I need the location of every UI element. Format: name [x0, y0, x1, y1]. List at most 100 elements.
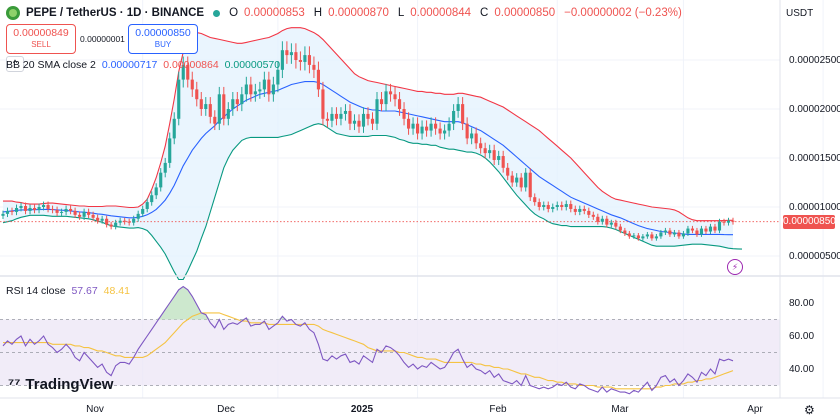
- change-value: −0.00000002 (−0.23%): [564, 7, 682, 19]
- candle-body: [249, 84, 253, 95]
- candle-body: [262, 79, 266, 90]
- candle-body: [136, 213, 140, 219]
- candle-body: [677, 232, 681, 237]
- candle-body: [406, 118, 411, 129]
- x-tick-label: Feb: [489, 404, 507, 415]
- candle-body: [560, 205, 564, 207]
- tradingview-logo[interactable]: ⁷⁷ TradingView: [8, 376, 113, 393]
- candle-body: [235, 99, 239, 105]
- trade-panel: 0.00000849 SELL 0.00000001 0.00000850 BU…: [6, 24, 198, 54]
- x-tick-label: Dec: [217, 404, 235, 415]
- candle-body: [533, 197, 537, 203]
- candle-body: [596, 216, 600, 222]
- candle-body: [190, 79, 194, 90]
- candle-body: [172, 118, 176, 139]
- x-tick-label: Apr: [747, 404, 763, 415]
- rsi-ma-line: [3, 312, 734, 390]
- high-value: 0.00000870: [328, 7, 389, 19]
- candle-body: [294, 52, 298, 60]
- candle-body: [316, 69, 320, 90]
- candle-body: [1, 213, 5, 216]
- candle-body: [37, 207, 41, 210]
- candle-body: [537, 202, 541, 207]
- low-value: 0.00000844: [410, 7, 472, 19]
- candle-body: [78, 214, 82, 217]
- candle-body: [654, 236, 658, 239]
- candle-body: [32, 207, 37, 210]
- bb-legend-text: BB 20 SMA close 2 0.00000717 0.00000864 …: [6, 59, 280, 71]
- settings-gear-icon[interactable]: ⚙: [804, 403, 815, 417]
- price-tick-label: 0.00002500: [789, 55, 840, 66]
- candle-body: [271, 84, 275, 95]
- candle-body: [569, 204, 573, 209]
- candle-body: [474, 133, 478, 144]
- candle-body: [641, 236, 645, 239]
- candle-body: [82, 211, 86, 217]
- candle-body: [348, 110, 352, 124]
- market-status-icon: [213, 9, 221, 17]
- candle-body: [573, 208, 577, 212]
- candle-body: [456, 104, 460, 111]
- candle-body: [510, 175, 514, 183]
- candle-body: [361, 113, 366, 127]
- candle-body: [438, 128, 442, 134]
- candle-body: [168, 138, 172, 163]
- candle-body: [614, 222, 618, 227]
- candle-body: [636, 235, 640, 239]
- candle-body: [447, 123, 451, 131]
- candle-body: [479, 143, 483, 149]
- candle-body: [699, 228, 704, 235]
- candle-body: [330, 113, 334, 121]
- candle-body: [515, 177, 519, 183]
- candle-body: [429, 123, 433, 131]
- band-fill: [3, 27, 733, 280]
- candle-body: [623, 230, 627, 234]
- candles[interactable]: [1, 41, 735, 241]
- buy-button[interactable]: 0.00000850 BUY: [128, 24, 198, 54]
- candle-body: [28, 207, 32, 211]
- sell-button[interactable]: 0.00000849 SELL: [6, 24, 76, 54]
- currency-selector[interactable]: USDT: [786, 8, 814, 19]
- candle-body: [199, 99, 203, 109]
- candle-body: [375, 99, 379, 124]
- last-price-tag: 0.00000850: [783, 215, 836, 229]
- candle-body: [145, 202, 149, 209]
- spread-value: 0.00000001: [80, 34, 125, 44]
- candle-body: [298, 60, 302, 62]
- candle-body: [41, 205, 46, 207]
- candle-body: [51, 208, 55, 210]
- candle-body: [339, 113, 343, 119]
- bb-label: BB 20 SMA close 2: [6, 59, 96, 71]
- candle-body: [492, 150, 496, 160]
- candle-body: [334, 113, 339, 119]
- candle-body: [465, 123, 469, 139]
- candle-body: [10, 210, 14, 212]
- candle-body: [384, 91, 388, 105]
- candle-body: [154, 187, 158, 196]
- candle-body: [726, 220, 731, 223]
- candle-body: [280, 50, 284, 70]
- collapse-toggle-icon[interactable]: ^: [6, 56, 24, 72]
- candle-body: [609, 222, 613, 225]
- symbol-title[interactable]: PEPE / TetherUS · 1D · BINANCE: [26, 7, 205, 19]
- candle-body: [501, 156, 505, 168]
- lightning-alert-icon[interactable]: ⚡: [727, 259, 743, 275]
- rsi-legend: RSI 14 close 57.67 48.41: [6, 285, 130, 297]
- candle-body: [208, 104, 212, 117]
- candle-body: [123, 220, 127, 222]
- separators: [0, 0, 840, 399]
- bb-lower-line: [2, 123, 743, 281]
- candle-body: [627, 233, 631, 237]
- candle-body: [352, 120, 357, 124]
- candle-body: [285, 50, 289, 56]
- bb-basis-value: 0.00000717: [101, 59, 158, 71]
- candle-body: [60, 211, 64, 213]
- x-tick-label: Nov: [86, 404, 104, 415]
- candle-body: [420, 126, 424, 134]
- low-label: L: [397, 7, 405, 19]
- candle-body: [109, 224, 113, 227]
- candle-body: [452, 110, 456, 124]
- candle-body: [497, 156, 501, 160]
- candle-body: [23, 206, 28, 211]
